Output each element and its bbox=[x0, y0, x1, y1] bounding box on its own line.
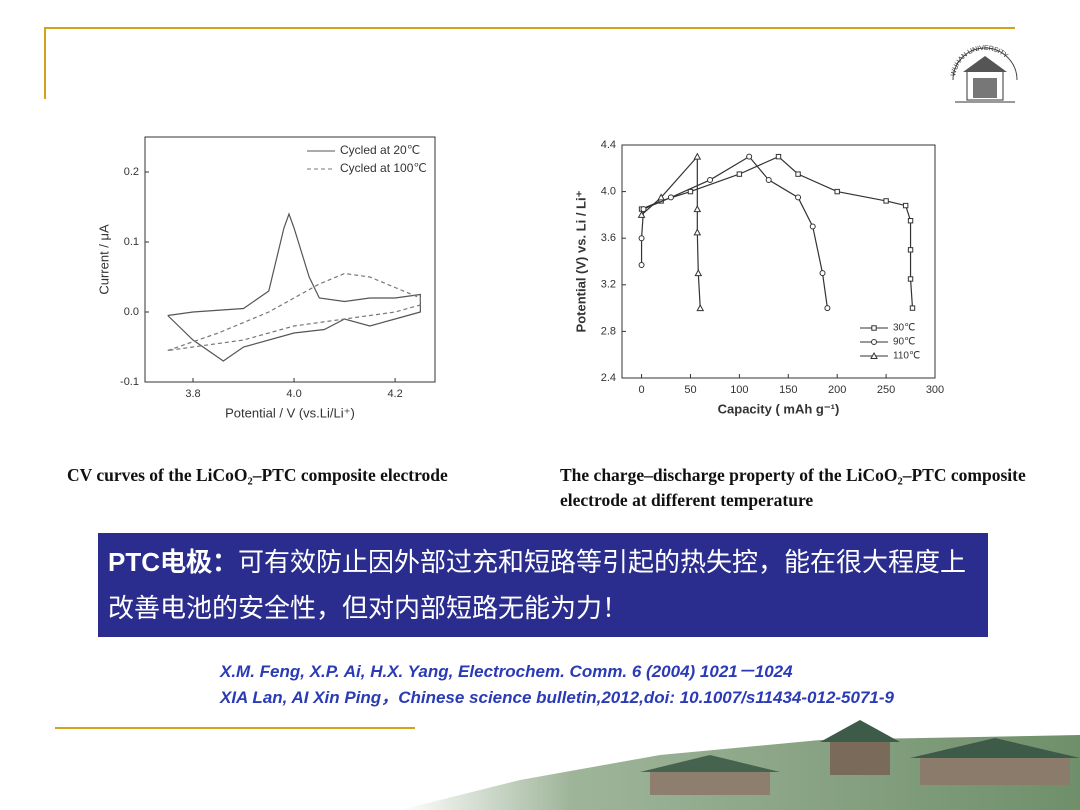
y-tick-label: 4.4 bbox=[601, 139, 616, 151]
series-line bbox=[641, 155, 914, 309]
top-rule bbox=[45, 27, 1015, 29]
y-tick-label: 0.2 bbox=[124, 166, 139, 178]
left-rule bbox=[44, 27, 46, 99]
marker bbox=[638, 235, 645, 242]
marker bbox=[736, 171, 743, 177]
marker bbox=[637, 210, 646, 218]
x-tick-label: 100 bbox=[730, 384, 748, 396]
legend-label: 110℃ bbox=[893, 351, 920, 362]
marker bbox=[907, 276, 914, 282]
marker bbox=[694, 269, 703, 277]
series-line bbox=[641, 155, 701, 309]
marker bbox=[693, 152, 702, 160]
y-tick-label: 3.2 bbox=[601, 279, 616, 291]
y-tick-label: 2.4 bbox=[601, 372, 616, 384]
plot-frame bbox=[144, 136, 436, 383]
highlight-label: PTC电极： bbox=[108, 547, 239, 577]
marker bbox=[883, 198, 889, 204]
legend-label: 30℃ bbox=[893, 323, 915, 334]
y-tick-label: 2.8 bbox=[601, 325, 616, 337]
x-tick-label: 3.8 bbox=[185, 388, 200, 400]
x-tick-label: 150 bbox=[779, 384, 797, 396]
campus-image bbox=[400, 720, 1080, 810]
marker bbox=[819, 270, 826, 277]
reference: XIA Lan, AI Xin Ping，Chinese science bul… bbox=[220, 688, 894, 707]
reference: X.M. Feng, X.P. Ai, H.X. Yang, Electroch… bbox=[220, 662, 793, 681]
y-tick-label: -0.1 bbox=[120, 376, 139, 388]
marker bbox=[809, 223, 816, 230]
marker bbox=[765, 176, 772, 183]
charge-chart: 0 50 100 150 200 250 300 2.4 2.8 3.2 3.6 4.0 4.4 Capa… bbox=[573, 139, 944, 417]
y-tick-label: 4.0 bbox=[601, 186, 616, 198]
x-tick-label: 200 bbox=[828, 384, 846, 396]
marker bbox=[775, 153, 782, 160]
legend-label: Cycled at 20℃ bbox=[340, 143, 420, 157]
y-tick-label: 0.0 bbox=[124, 306, 139, 318]
series-line bbox=[167, 212, 421, 362]
marker bbox=[824, 305, 831, 312]
marker bbox=[707, 176, 714, 183]
x-tick-label: 0 bbox=[639, 384, 645, 396]
series-line bbox=[640, 155, 829, 309]
x-tick-label: 50 bbox=[684, 384, 696, 396]
marker bbox=[638, 261, 645, 268]
marker bbox=[667, 194, 674, 201]
marker bbox=[657, 193, 665, 201]
y-tick-label: 0.1 bbox=[124, 236, 139, 248]
marker bbox=[871, 339, 877, 345]
x-axis-label: Capacity ( mAh g⁻¹) bbox=[718, 401, 840, 416]
marker bbox=[870, 351, 878, 359]
plot-frame bbox=[621, 144, 936, 379]
marker bbox=[696, 304, 705, 312]
marker bbox=[907, 247, 914, 253]
x-axis-label: Potential / V (vs.Li/Li⁺) bbox=[225, 405, 355, 420]
series-line bbox=[167, 272, 421, 352]
legend-label: Cycled at 100℃ bbox=[340, 161, 427, 175]
marker bbox=[640, 206, 647, 213]
marker bbox=[746, 153, 753, 160]
marker bbox=[834, 188, 840, 195]
marker bbox=[693, 228, 702, 236]
legend-label: 90℃ bbox=[893, 337, 915, 348]
marker bbox=[907, 218, 914, 224]
logo: WUHAN UNIVERSITY bbox=[950, 45, 1018, 103]
marker bbox=[795, 194, 802, 201]
y-axis-label: Potential (V) vs. Li / Li⁺ bbox=[573, 190, 588, 332]
marker bbox=[909, 305, 916, 311]
marker bbox=[795, 171, 801, 177]
marker bbox=[693, 205, 702, 213]
marker bbox=[902, 202, 909, 209]
highlight-box: PTC电极：可有效防止因外部过充和短路等引起的热失控，能在很大程度上改善电池的安… bbox=[98, 533, 988, 637]
x-tick-label: 4.0 bbox=[286, 388, 301, 400]
highlight-text: 可有效防止因外部过充和短路等引起的热失控，能在很大程度上改善电池的安全性，但对内… bbox=[108, 547, 967, 623]
marker bbox=[871, 325, 877, 331]
x-tick-label: 250 bbox=[877, 384, 895, 396]
y-axis-label: Current / μA bbox=[96, 224, 111, 295]
y-tick-label: 3.6 bbox=[601, 232, 616, 244]
caption-right: The charge–discharge property of the LiC… bbox=[560, 465, 1026, 510]
cv-chart: 3.8 4.0 4.2 -0.1 0.0 0.1 0.2 Potential / V (vs.… bbox=[96, 136, 436, 420]
x-tick-label: 300 bbox=[926, 384, 944, 396]
bottom-rule bbox=[55, 727, 415, 729]
x-tick-label: 4.2 bbox=[387, 388, 402, 400]
marker bbox=[687, 188, 694, 195]
caption-left: CV curves of the LiCoO₂–PTC composite el… bbox=[67, 465, 448, 485]
